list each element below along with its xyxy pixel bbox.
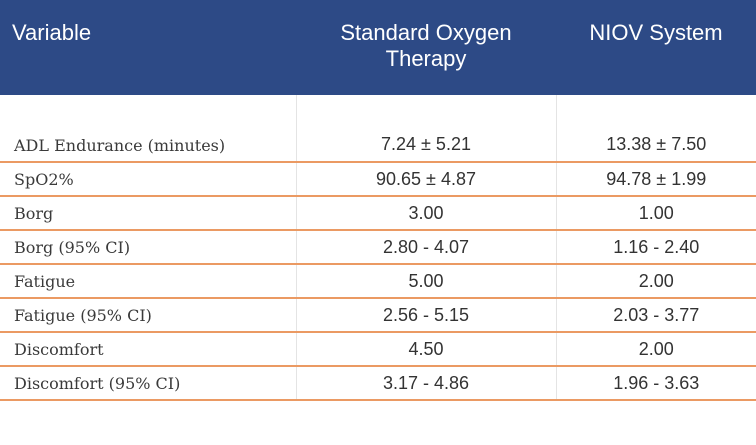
cell: 7.24 ± 5.21 <box>295 95 556 163</box>
row-label: Borg <box>0 196 296 231</box>
cell: 1.00 <box>555 196 756 231</box>
table-body: ADL Endurance (minutes) 7.24 ± 5.21 13.38 … <box>0 95 756 401</box>
table-row: Borg 3.00 1.00 <box>0 196 756 231</box>
table-row: SpO2% 90.65 ± 4.87 94.78 ± 1.99 <box>0 162 756 197</box>
cell: 2.56 - 5.15 <box>295 298 556 333</box>
table-row: ADL Endurance (minutes) 7.24 ± 5.21 13.38 … <box>0 95 756 163</box>
cell: 3.00 <box>295 196 556 231</box>
cell: 2.80 - 4.07 <box>295 230 556 265</box>
table-row: Borg (95% CI) 2.80 - 4.07 1.16 - 2.40 <box>0 230 756 265</box>
cell: 1.96 - 3.63 <box>555 366 756 401</box>
cell: 2.03 - 3.77 <box>555 298 756 333</box>
table-row: Fatigue (95% CI) 2.56 - 5.15 2.03 - 3.77 <box>0 298 756 333</box>
cell: 90.65 ± 4.87 <box>295 162 556 197</box>
row-label: Discomfort (95% CI) <box>0 366 296 401</box>
row-label: Fatigue <box>0 264 296 299</box>
cell: 1.16 - 2.40 <box>555 230 756 265</box>
header-cell: Standard Oxygen Therapy <box>296 0 556 95</box>
cell: 94.78 ± 1.99 <box>555 162 756 197</box>
data-table: Variable Standard Oxygen Therapy NIOV Syst… <box>0 0 756 401</box>
cell: 3.17 - 4.86 <box>295 366 556 401</box>
table-row: Discomfort 4.50 2.00 <box>0 332 756 367</box>
cell: 13.38 ± 7.50 <box>555 95 756 163</box>
cell: 5.00 <box>295 264 556 299</box>
header-cell: Variable <box>0 0 296 95</box>
cell: 2.00 <box>555 332 756 367</box>
header-cell: NIOV System <box>556 0 756 95</box>
table-row: Discomfort (95% CI) 3.17 - 4.86 1.96 - 3.6… <box>0 366 756 401</box>
row-label: Borg (95% CI) <box>0 230 296 265</box>
cell: 2.00 <box>555 264 756 299</box>
row-label: SpO2% <box>0 162 296 197</box>
cell: 4.50 <box>295 332 556 367</box>
row-label: Discomfort <box>0 332 296 367</box>
table-row: Fatigue 5.00 2.00 <box>0 264 756 299</box>
row-label: ADL Endurance (minutes) <box>0 95 296 163</box>
row-label: Fatigue (95% CI) <box>0 298 296 333</box>
header-row: Variable Standard Oxygen Therapy NIOV Syst… <box>0 0 756 95</box>
